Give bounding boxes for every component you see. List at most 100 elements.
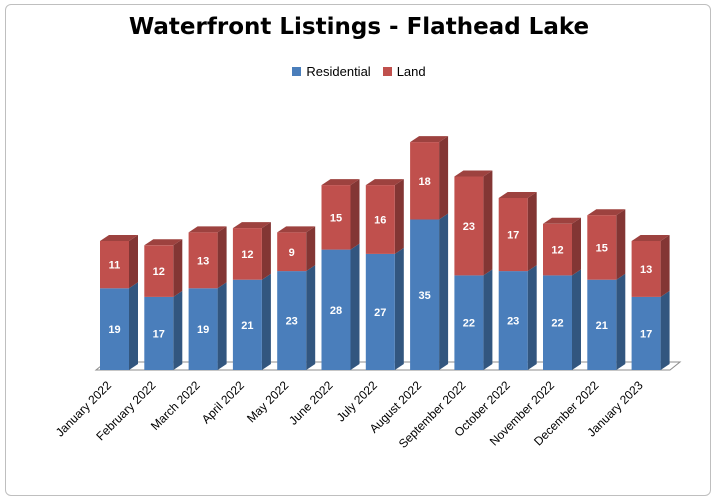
data-label-residential-december-2022: 21 bbox=[596, 320, 608, 332]
data-label-residential-september-2022: 22 bbox=[463, 318, 475, 330]
data-label-residential-november-2022: 22 bbox=[551, 318, 563, 330]
legend-item-residential: Residential bbox=[292, 64, 371, 79]
x-tick-label-may-2022: May 2022 bbox=[244, 378, 291, 425]
data-label-residential-january-2023: 17 bbox=[640, 328, 652, 340]
bar-side-residential-december-2022 bbox=[616, 273, 626, 370]
bar-residential-january-2022 bbox=[100, 288, 129, 370]
bar-residential-june-2022 bbox=[321, 249, 351, 370]
data-label-residential-april-2022: 21 bbox=[241, 320, 253, 332]
bar-side-land-october-2022 bbox=[527, 192, 537, 272]
bar-side-land-may-2022 bbox=[306, 226, 316, 272]
bar-residential-august-2022 bbox=[410, 219, 440, 370]
data-label-land-may-2022: 9 bbox=[289, 247, 295, 259]
data-label-land-june-2022: 15 bbox=[330, 212, 342, 224]
bar-side-residential-june-2022 bbox=[350, 243, 360, 370]
bar-land-february-2022 bbox=[144, 245, 174, 297]
chart-title: Waterfront Listings - Flathead Lake bbox=[128, 14, 590, 40]
bar-side-land-july-2022 bbox=[394, 179, 404, 254]
bar-residential-september-2022 bbox=[454, 275, 484, 370]
bar-side-residential-january-2022 bbox=[129, 282, 138, 370]
legend-swatch-residential bbox=[292, 67, 302, 76]
data-label-land-april-2022: 12 bbox=[241, 249, 253, 261]
bar-land-december-2022 bbox=[587, 215, 617, 280]
data-label-land-september-2022: 23 bbox=[463, 221, 475, 233]
bar-land-november-2022 bbox=[543, 223, 572, 276]
bar-side-land-march-2022 bbox=[217, 226, 227, 289]
data-label-land-march-2022: 13 bbox=[197, 255, 209, 267]
bar-land-september-2022 bbox=[454, 176, 484, 276]
data-label-residential-july-2022: 27 bbox=[374, 307, 386, 319]
bar-top-land-october-2022 bbox=[498, 192, 537, 198]
bar-top-land-february-2022 bbox=[144, 239, 183, 246]
bar-land-january-2023 bbox=[631, 241, 661, 297]
bar-side-land-february-2022 bbox=[173, 239, 183, 297]
data-label-land-november-2022: 12 bbox=[551, 245, 563, 257]
x-tick-label-april-2022: April 2022 bbox=[199, 378, 247, 426]
bar-land-june-2022 bbox=[321, 185, 351, 250]
bar-side-land-january-2022 bbox=[129, 235, 138, 289]
bar-side-land-december-2022 bbox=[616, 209, 626, 280]
bar-land-january-2022 bbox=[100, 241, 129, 289]
legend: Residential Land bbox=[0, 64, 718, 79]
legend-label-land: Land bbox=[396, 64, 426, 79]
data-label-residential-may-2022: 23 bbox=[286, 316, 298, 328]
bar-residential-may-2022 bbox=[277, 271, 307, 370]
bar-top-land-january-2023 bbox=[631, 235, 670, 241]
bar-residential-december-2022 bbox=[587, 279, 617, 370]
data-label-residential-august-2022: 35 bbox=[418, 290, 430, 302]
bar-side-residential-march-2022 bbox=[217, 282, 227, 370]
data-label-residential-january-2022: 19 bbox=[108, 324, 120, 336]
bar-land-july-2022 bbox=[365, 185, 395, 254]
bar-side-land-april-2022 bbox=[261, 222, 271, 280]
bar-top-land-november-2022 bbox=[543, 217, 581, 224]
bar-side-land-august-2022 bbox=[439, 136, 449, 220]
bar-side-residential-january-2023 bbox=[660, 290, 670, 370]
bar-side-residential-november-2022 bbox=[572, 269, 581, 370]
bar-side-land-november-2022 bbox=[572, 217, 581, 276]
bar-side-residential-april-2022 bbox=[261, 273, 271, 370]
data-label-land-december-2022: 15 bbox=[596, 242, 608, 254]
bar-top-land-august-2022 bbox=[410, 136, 449, 143]
bar-land-march-2022 bbox=[188, 232, 218, 289]
bar-side-land-june-2022 bbox=[350, 179, 360, 250]
bar-residential-october-2022 bbox=[498, 271, 528, 370]
data-label-land-january-2023: 13 bbox=[640, 264, 652, 276]
data-label-land-january-2022: 11 bbox=[109, 260, 121, 272]
bar-top-land-april-2022 bbox=[232, 222, 271, 229]
bar-side-residential-september-2022 bbox=[483, 269, 493, 370]
bar-top-land-december-2022 bbox=[587, 209, 626, 216]
data-label-land-august-2022: 18 bbox=[418, 176, 430, 188]
legend-swatch-land bbox=[382, 67, 392, 76]
data-label-residential-october-2022: 23 bbox=[507, 316, 519, 328]
data-label-land-july-2022: 16 bbox=[374, 215, 386, 227]
bar-residential-february-2022 bbox=[144, 296, 174, 370]
bar-land-may-2022 bbox=[277, 232, 307, 272]
bar-top-land-june-2022 bbox=[321, 179, 360, 186]
data-label-residential-february-2022: 17 bbox=[153, 328, 165, 340]
bar-residential-january-2023 bbox=[631, 296, 661, 370]
bar-land-october-2022 bbox=[498, 198, 528, 272]
bar-top-land-september-2022 bbox=[454, 170, 493, 177]
bar-top-land-may-2022 bbox=[277, 226, 316, 233]
bar-side-residential-february-2022 bbox=[173, 290, 183, 370]
data-label-land-february-2022: 12 bbox=[153, 266, 165, 278]
x-tick-label-june-2022: June 2022 bbox=[286, 378, 336, 428]
bar-residential-march-2022 bbox=[188, 288, 218, 370]
data-label-land-october-2022: 17 bbox=[507, 230, 519, 242]
bar-top-land-july-2022 bbox=[365, 179, 404, 186]
bar-residential-april-2022 bbox=[232, 279, 262, 370]
bar-residential-november-2022 bbox=[543, 275, 572, 370]
bar-side-residential-july-2022 bbox=[394, 247, 404, 370]
legend-item-land: Land bbox=[382, 64, 426, 79]
bar-side-residential-october-2022 bbox=[527, 265, 537, 370]
bar-top-land-march-2022 bbox=[188, 226, 227, 233]
bar-side-residential-august-2022 bbox=[439, 213, 449, 370]
legend-label-residential: Residential bbox=[306, 64, 371, 79]
bar-top-land-january-2022 bbox=[100, 235, 138, 241]
data-label-residential-june-2022: 28 bbox=[330, 305, 342, 317]
bar-side-land-september-2022 bbox=[483, 170, 493, 276]
bar-side-land-january-2023 bbox=[660, 235, 670, 297]
data-label-residential-march-2022: 19 bbox=[197, 324, 209, 336]
x-tick-label-july-2022: July 2022 bbox=[334, 378, 380, 424]
